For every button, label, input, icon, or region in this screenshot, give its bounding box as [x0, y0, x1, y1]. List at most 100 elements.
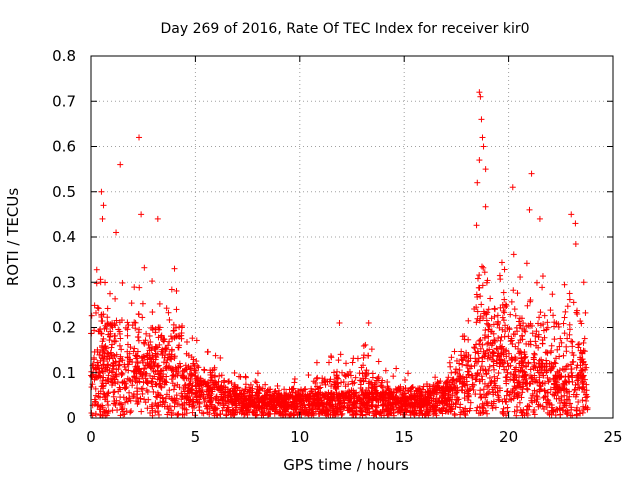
data-point — [539, 340, 546, 347]
data-point — [170, 386, 177, 393]
data-point — [232, 409, 239, 416]
data-point — [196, 407, 203, 414]
data-point — [158, 332, 165, 339]
data-point — [312, 379, 319, 386]
data-point — [373, 389, 380, 396]
data-point — [108, 344, 115, 351]
x-axis-label: GPS time / hours — [283, 456, 409, 474]
data-point — [111, 388, 118, 395]
data-point — [269, 397, 276, 404]
data-point — [111, 400, 118, 407]
data-point — [494, 375, 501, 382]
data-point — [97, 403, 104, 410]
data-point — [363, 367, 370, 374]
data-point — [575, 376, 582, 383]
data-point — [495, 335, 502, 342]
data-point — [560, 380, 567, 387]
data-point — [484, 398, 491, 405]
data-point — [147, 409, 154, 416]
data-point — [95, 362, 102, 369]
data-point — [107, 349, 114, 356]
data-point — [229, 388, 236, 395]
data-point — [345, 381, 352, 388]
data-point — [580, 339, 587, 346]
data-point — [101, 408, 108, 415]
data-point — [419, 411, 426, 418]
data-point — [581, 335, 588, 342]
data-point — [271, 393, 278, 400]
data-point — [466, 365, 473, 372]
data-point — [495, 394, 502, 401]
data-point — [576, 341, 583, 348]
data-point — [548, 407, 555, 414]
data-point — [328, 354, 335, 361]
data-point — [101, 391, 108, 398]
data-point — [564, 407, 571, 414]
data-point — [411, 403, 418, 410]
data-point — [508, 335, 515, 342]
data-point — [514, 328, 521, 335]
data-point — [153, 393, 160, 400]
data-point — [279, 400, 286, 407]
data-point — [559, 365, 566, 372]
data-point — [225, 398, 232, 405]
data-point — [513, 403, 520, 410]
data-point — [536, 357, 543, 364]
data-point — [543, 399, 550, 406]
data-point — [267, 386, 274, 393]
data-point — [305, 372, 312, 379]
data-point — [463, 353, 470, 360]
data-point — [481, 269, 488, 276]
data-point — [523, 385, 530, 392]
data-point — [201, 379, 208, 386]
data-point — [416, 412, 423, 419]
data-point — [407, 412, 414, 419]
data-point — [519, 409, 526, 416]
data-point — [417, 404, 424, 411]
data-point — [506, 326, 513, 333]
data-point — [189, 398, 196, 405]
data-point — [536, 374, 543, 381]
data-point — [356, 394, 363, 401]
data-point — [130, 373, 137, 380]
data-point — [100, 385, 107, 392]
data-point-outlier — [98, 188, 105, 195]
data-point — [446, 397, 453, 404]
data-point — [291, 379, 298, 386]
data-point — [193, 337, 200, 344]
data-point — [566, 393, 573, 400]
data-point — [461, 333, 468, 340]
data-point — [174, 364, 181, 371]
data-point — [122, 380, 129, 387]
data-point — [551, 359, 558, 366]
data-point — [557, 335, 564, 342]
points-layer — [88, 89, 591, 419]
data-point — [126, 350, 133, 357]
data-point — [494, 312, 501, 319]
data-point — [454, 370, 461, 377]
data-point — [124, 332, 131, 339]
data-point — [401, 398, 408, 405]
data-point — [374, 396, 381, 403]
data-point — [539, 284, 546, 291]
data-point — [494, 321, 501, 328]
data-point — [435, 398, 442, 405]
data-point — [141, 396, 148, 403]
data-point — [353, 397, 360, 404]
data-point — [543, 326, 550, 333]
data-point — [417, 401, 424, 408]
data-point — [580, 378, 587, 385]
data-point — [198, 390, 205, 397]
data-point — [91, 396, 98, 403]
data-point — [425, 397, 432, 404]
data-point — [186, 401, 193, 408]
data-point — [109, 363, 116, 370]
data-point — [561, 366, 568, 373]
data-point — [527, 320, 534, 327]
data-point — [471, 344, 478, 351]
data-point — [157, 399, 164, 406]
data-point — [264, 387, 271, 394]
data-point — [163, 373, 170, 380]
data-point — [217, 384, 224, 391]
data-point — [500, 289, 507, 296]
